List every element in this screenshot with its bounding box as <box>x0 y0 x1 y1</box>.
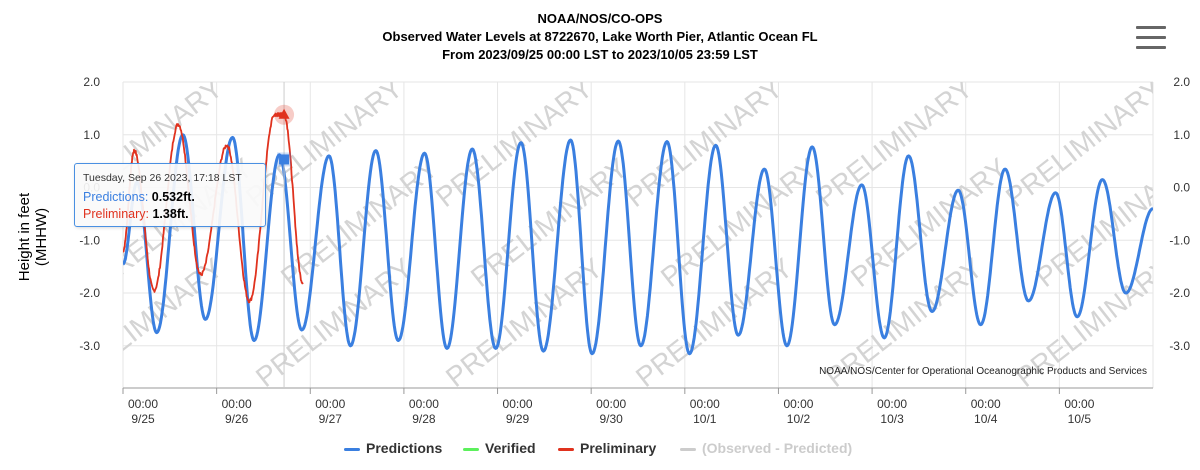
tooltip-header: Tuesday, Sep 26 2023, 17:18 LST <box>83 172 242 184</box>
legend-swatch-predictions <box>344 447 360 451</box>
menu-bar-bottom <box>1136 46 1166 49</box>
x-tick-label-time: 00:00 <box>783 397 813 411</box>
menu-bar-top <box>1136 26 1166 29</box>
y-tick-label-right: -1.0 <box>1169 233 1190 247</box>
x-tick-label-date: 10/5 <box>1068 412 1092 426</box>
chart-subtitle-station: Observed Water Levels at 8722670, Lake W… <box>382 29 818 44</box>
hamburger-menu-icon[interactable] <box>1134 22 1168 52</box>
legend-swatch-preliminary <box>558 447 574 451</box>
legend-label-observed-minus-predicted: (Observed - Predicted) <box>702 440 853 456</box>
y-tick-label-right: 0.0 <box>1173 181 1190 195</box>
x-tick-label-date: 10/3 <box>880 412 904 426</box>
x-tick-label-time: 00:00 <box>409 397 439 411</box>
y-tick-label-left: 2.0 <box>83 75 100 89</box>
legend-item-observed-minus-predicted[interactable]: (Observed - Predicted) <box>680 440 852 460</box>
legend-swatch-observed-minus-predicted <box>680 447 696 451</box>
series-group <box>123 112 1153 356</box>
chart-legend: Predictions Verified Preliminary (Observ… <box>0 440 1200 460</box>
x-tick-label-date: 10/2 <box>787 412 811 426</box>
tooltip-preliminary-label: Preliminary: <box>83 207 149 221</box>
x-tick-label-time: 00:00 <box>596 397 626 411</box>
x-tick-label-time: 00:00 <box>128 397 158 411</box>
y-tick-label-right: 2.0 <box>1173 75 1190 89</box>
x-tick-label-date: 9/28 <box>412 412 436 426</box>
legend-item-preliminary[interactable]: Preliminary <box>558 440 656 460</box>
y-tick-label-left: 1.0 <box>83 128 100 142</box>
watermark-text: PRELIMINARY <box>630 252 799 393</box>
menu-bar-middle <box>1136 36 1166 39</box>
x-tick-label-time: 00:00 <box>503 397 533 411</box>
credit-text: NOAA/NOS/Center for Operational Oceanogr… <box>819 366 1147 377</box>
legend-item-verified[interactable]: Verified <box>463 440 536 460</box>
tooltip-preliminary-row: Preliminary: 1.38ft. <box>83 207 189 221</box>
y-tick-label-right: -3.0 <box>1169 339 1190 353</box>
chart-title: NOAA/NOS/CO-OPS <box>537 11 663 26</box>
series-line-predictions <box>123 133 1153 356</box>
preliminary-marker <box>278 108 290 119</box>
x-tick-label-time: 00:00 <box>971 397 1001 411</box>
tooltip-predictions-label: Predictions: <box>83 190 149 204</box>
x-tick-label-time: 00:00 <box>222 397 252 411</box>
legend-swatch-verified <box>463 447 479 451</box>
x-tick-label-date: 9/26 <box>225 412 249 426</box>
x-tick-label-time: 00:00 <box>877 397 907 411</box>
y-tick-label-left: -1.0 <box>79 233 100 247</box>
x-tick-label-date: 9/27 <box>319 412 343 426</box>
x-tick-label-date: 9/25 <box>131 412 155 426</box>
legend-label-predictions: Predictions <box>366 440 443 456</box>
x-tick-label-date: 9/29 <box>506 412 530 426</box>
x-tick-label-time: 00:00 <box>315 397 345 411</box>
legend-label-verified: Verified <box>485 440 536 456</box>
legend-label-preliminary: Preliminary <box>580 440 657 456</box>
tooltip-predictions-value: 0.532ft. <box>151 190 195 204</box>
water-level-chart[interactable]: 2.02.01.01.00.00.0-1.0-1.0-2.0-2.0-3.0-3… <box>0 0 1200 440</box>
tooltip-preliminary-value: 1.38ft. <box>152 207 189 221</box>
legend-item-predictions[interactable]: Predictions <box>344 440 442 460</box>
y-tick-label-left: -3.0 <box>79 339 100 353</box>
y-tick-label-left: -2.0 <box>79 286 100 300</box>
x-tick-label-time: 00:00 <box>1064 397 1094 411</box>
prediction-marker <box>279 154 290 165</box>
y-tick-label-right: -2.0 <box>1169 286 1190 300</box>
hover-tooltip: Tuesday, Sep 26 2023, 17:18 LST Predicti… <box>74 163 266 227</box>
x-tick-label-date: 10/4 <box>974 412 998 426</box>
x-tick-label-date: 10/1 <box>693 412 717 426</box>
y-tick-label-right: 1.0 <box>1173 128 1190 142</box>
chart-subtitle-range: From 2023/09/25 00:00 LST to 2023/10/05 … <box>442 47 758 62</box>
chart-title-block: NOAA/NOS/CO-OPS Observed Water Levels at… <box>0 10 1200 64</box>
x-tick-label-time: 00:00 <box>690 397 720 411</box>
x-tick-label-date: 9/30 <box>600 412 624 426</box>
tooltip-predictions-row: Predictions: 0.532ft. <box>83 190 195 204</box>
